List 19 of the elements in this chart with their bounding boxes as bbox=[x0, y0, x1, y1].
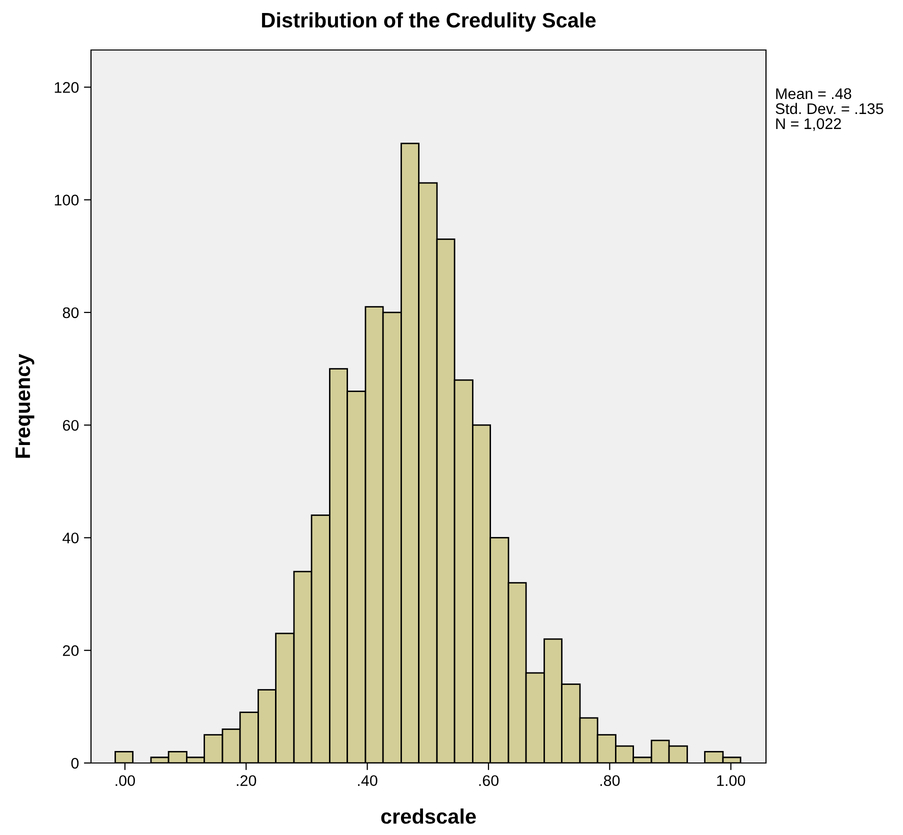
x-tick-label: 1.00 bbox=[717, 775, 746, 786]
y-tick-label: 80 bbox=[62, 307, 79, 318]
x-tick-label: .60 bbox=[479, 775, 499, 786]
x-tick-label: .40 bbox=[358, 775, 378, 786]
x-axis-title: credscale bbox=[381, 808, 476, 824]
y-tick-label: 120 bbox=[54, 82, 79, 93]
x-tick-label: .80 bbox=[600, 775, 620, 786]
text: Std. Dev. = .135 bbox=[776, 102, 884, 114]
y-tick-label: 60 bbox=[62, 420, 79, 431]
y-axis-title: Frequency bbox=[16, 354, 34, 458]
text: N = 1,022 bbox=[776, 118, 841, 131]
y-tick-label: 0 bbox=[71, 758, 79, 769]
text: Mean = .48 bbox=[776, 88, 852, 100]
chart-title: Distribution of the Credulity Scale bbox=[262, 12, 596, 32]
y-tick-label: 20 bbox=[62, 645, 79, 656]
x-tick-label: .20 bbox=[236, 775, 256, 786]
x-tick-label: .00 bbox=[116, 775, 135, 786]
y-tick-label: 100 bbox=[54, 194, 79, 206]
y-tick-label: 40 bbox=[62, 532, 79, 544]
